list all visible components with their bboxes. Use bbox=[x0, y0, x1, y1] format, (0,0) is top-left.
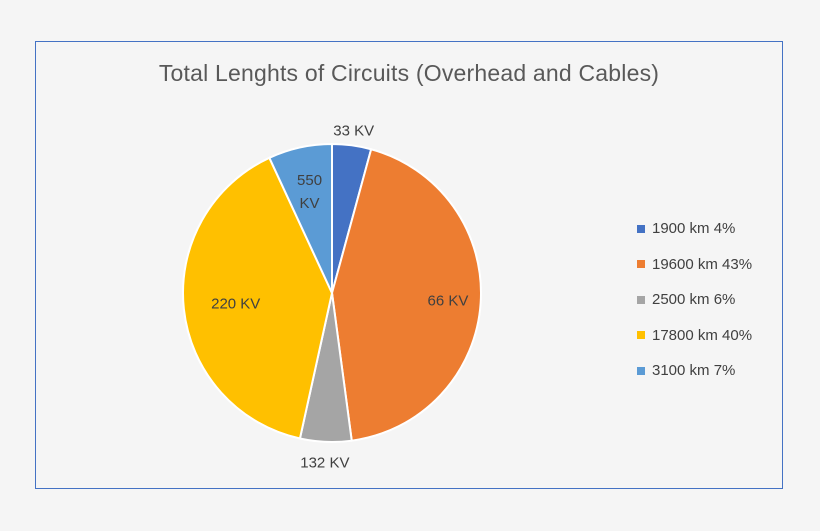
data-label-220-kv: 220 KV bbox=[211, 295, 260, 312]
data-label-550-kv: 550 KV bbox=[297, 172, 322, 212]
pie-slice-550-kv bbox=[268, 142, 333, 294]
chart-frame: Total Lenghts of Circuits (Overhead and … bbox=[35, 41, 783, 489]
chart-title: Total Lenghts of Circuits (Overhead and … bbox=[158, 60, 660, 86]
legend-item: 19600 km 43% bbox=[637, 247, 797, 283]
legend-swatch bbox=[637, 260, 645, 269]
data-label-66-kv: 66 KV bbox=[428, 293, 469, 310]
legend-label: 19600 km 43% bbox=[652, 255, 753, 273]
pie-chart: 33 KV 66 KV 132 KV 220 KV 550 KV bbox=[182, 123, 482, 472]
legend-swatch bbox=[637, 366, 645, 375]
legend-label: 17800 km 40% bbox=[652, 326, 753, 344]
legend-label: 3100 km 7% bbox=[652, 362, 736, 380]
data-label-33-kv: 33 KV bbox=[333, 123, 374, 140]
legend: 1900 km 4% 19600 km 43% 2500 km 6% 17800 km… bbox=[637, 211, 797, 389]
legend-label: 1900 km 4% bbox=[652, 220, 736, 238]
legend-item: 1900 km 4% bbox=[637, 211, 797, 247]
data-label-132-kv: 132 KV bbox=[300, 455, 349, 472]
pie-slice-220-kv bbox=[182, 156, 334, 440]
legend-item: 17800 km 40% bbox=[637, 318, 797, 354]
legend-item: 3100 km 7% bbox=[637, 353, 797, 389]
legend-swatch bbox=[637, 331, 645, 340]
legend-swatch bbox=[637, 295, 645, 304]
legend-item: 2500 km 6% bbox=[637, 282, 797, 318]
legend-label: 2500 km 6% bbox=[652, 291, 736, 309]
legend-swatch bbox=[637, 224, 645, 233]
pie-slice-66-kv bbox=[330, 148, 482, 442]
